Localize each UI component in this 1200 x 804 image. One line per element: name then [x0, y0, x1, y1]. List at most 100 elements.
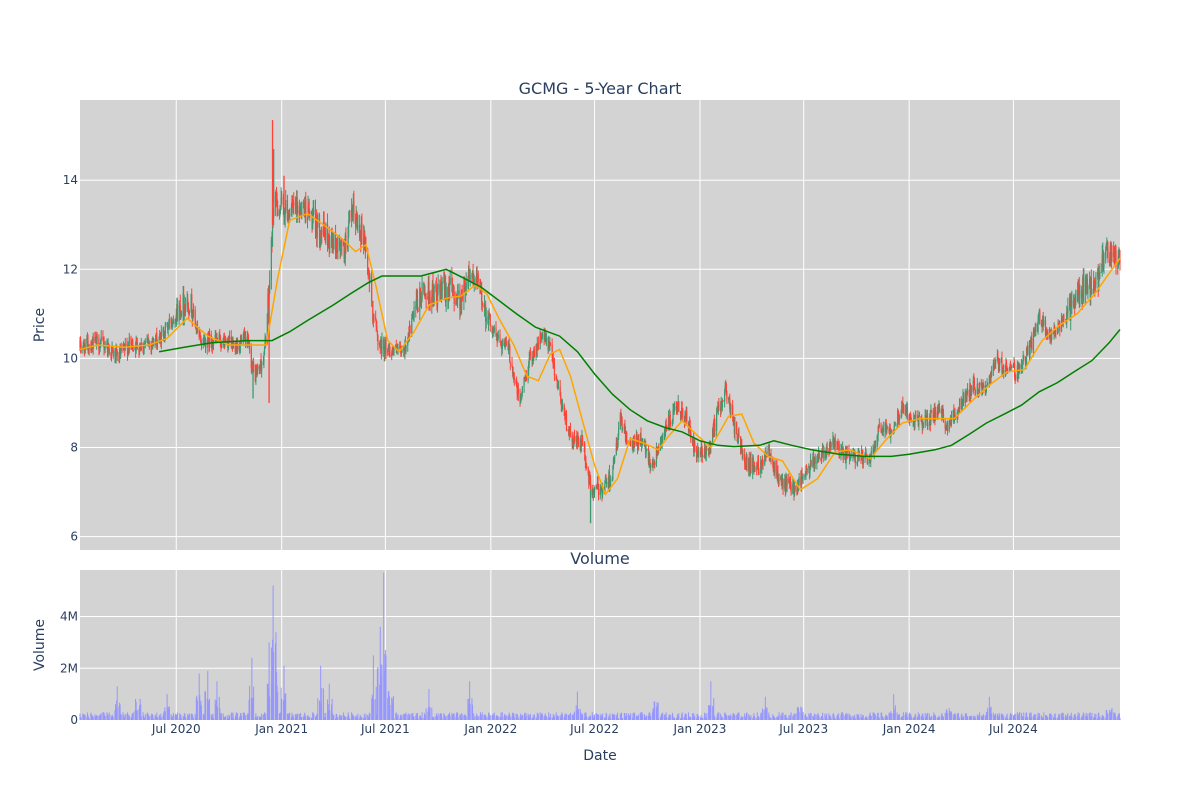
volume-bar-1273 — [1101, 717, 1103, 720]
volume-bar-825 — [741, 717, 743, 720]
volume-bar-554 — [524, 712, 526, 720]
volume-bar-466 — [453, 713, 455, 720]
volume-bar-662 — [610, 718, 612, 720]
candle-body-776 — [701, 449, 703, 457]
candle-body-412 — [409, 326, 411, 333]
volume-bar-197 — [237, 713, 239, 720]
volume-bar-731 — [665, 712, 667, 720]
candle-body-287 — [309, 212, 311, 214]
candle-body-530 — [504, 341, 506, 345]
price-chart-title: GCMG - 5-Year Chart — [519, 79, 682, 98]
volume-bar-575 — [540, 714, 542, 720]
candle-body-787 — [710, 442, 712, 449]
candle-body-166 — [212, 345, 214, 348]
volume-bar-1063 — [932, 715, 934, 720]
candle-body-739 — [672, 409, 674, 422]
candle-body-1 — [79, 340, 82, 350]
volume-bar-232 — [265, 713, 267, 720]
volume-bar-974 — [861, 717, 863, 720]
volume-bar-1229 — [1065, 716, 1067, 720]
volume-bar-649 — [600, 717, 602, 720]
volume-bar-947 — [838, 718, 840, 720]
volume-bar-795 — [717, 712, 719, 720]
volume-bar-122 — [176, 712, 178, 720]
volume-bar-47 — [116, 686, 118, 720]
x-tick-7: Jan 2024 — [882, 722, 936, 736]
volume-bar-279 — [303, 714, 305, 720]
volume-bar-271 — [296, 713, 298, 720]
candle-body-490 — [472, 274, 474, 279]
candle-body-791 — [713, 421, 715, 424]
candle-body-84 — [147, 338, 149, 340]
candle-body-511 — [489, 313, 491, 315]
volume-bar-385 — [388, 690, 390, 720]
candle-body-1104 — [965, 391, 967, 399]
volume-bar-357 — [365, 713, 367, 720]
volume-bar-75 — [139, 698, 141, 720]
candle-body-928 — [824, 453, 826, 459]
volume-bar-387 — [389, 705, 391, 720]
candle-body-370 — [376, 326, 378, 331]
volume-bar-912 — [810, 713, 812, 720]
volume-bar-1233 — [1069, 715, 1071, 720]
candle-body-367 — [373, 316, 375, 318]
candle-body-102 — [160, 331, 162, 345]
volume-bar-276 — [300, 716, 302, 720]
candle-body-1289 — [1113, 246, 1115, 260]
volume-bar-245 — [276, 671, 278, 720]
volume-bar-472 — [457, 717, 459, 720]
volume-bar-362 — [369, 713, 371, 720]
candle-body-1090 — [953, 411, 956, 423]
volume-bar-640 — [592, 718, 594, 720]
volume-bar-791 — [713, 715, 715, 720]
volume-bar-1225 — [1062, 712, 1064, 720]
volume-bar-1045 — [917, 712, 919, 720]
volume-bar-1260 — [1090, 717, 1092, 720]
volume-bar-65 — [131, 713, 133, 720]
volume-bar-452 — [441, 718, 443, 720]
candle-body-292 — [313, 209, 315, 211]
volume-bar-219 — [255, 713, 257, 720]
candle-body-604 — [564, 410, 566, 416]
volume-bar-227 — [261, 713, 263, 720]
volume-bar-310 — [328, 703, 330, 720]
volume-bar-180 — [223, 716, 225, 720]
candle-body-1182 — [1027, 345, 1029, 355]
volume-bar-22 — [96, 715, 98, 720]
volume-bar-788 — [712, 705, 714, 720]
volume-bar-980 — [865, 716, 867, 720]
volume-bar-1203 — [1045, 715, 1047, 720]
volume-bar-710 — [649, 712, 651, 720]
volume-bar-60 — [127, 717, 129, 720]
volume-bar-587 — [549, 713, 551, 720]
candle-body-743 — [675, 406, 678, 412]
candle-body-176 — [220, 343, 222, 347]
volume-bar-1285 — [1110, 712, 1112, 720]
volume-bar-308 — [327, 699, 329, 720]
volume-bar-150 — [199, 702, 201, 720]
candle-body-726 — [661, 440, 663, 445]
volume-bar-94 — [155, 714, 157, 720]
volume-bar-251 — [280, 687, 282, 720]
volume-bar-1050 — [921, 713, 923, 720]
candle-body-1197 — [1039, 310, 1041, 324]
candle-body-47 — [116, 351, 118, 356]
volume-bar-178 — [222, 713, 224, 720]
candle-body-1160 — [1009, 366, 1012, 370]
candle-body-158 — [206, 342, 208, 348]
volume-bar-932 — [826, 718, 828, 720]
volume-bar-45 — [115, 707, 117, 720]
volume-bar-604 — [564, 714, 566, 720]
candle-body-1047 — [918, 414, 921, 416]
volume-bar-828 — [744, 713, 746, 720]
volume-bar-1218 — [1057, 718, 1059, 720]
volume-bar-474 — [459, 715, 461, 720]
candle-body-380 — [384, 343, 386, 355]
volume-bar-849 — [760, 712, 762, 720]
candle-body-1038 — [912, 420, 914, 422]
candle-body-602 — [561, 405, 564, 410]
volume-bar-162 — [208, 698, 210, 720]
candle-body-1115 — [973, 380, 976, 390]
candle-body-901 — [801, 477, 804, 479]
volume-bar-766 — [693, 715, 695, 720]
